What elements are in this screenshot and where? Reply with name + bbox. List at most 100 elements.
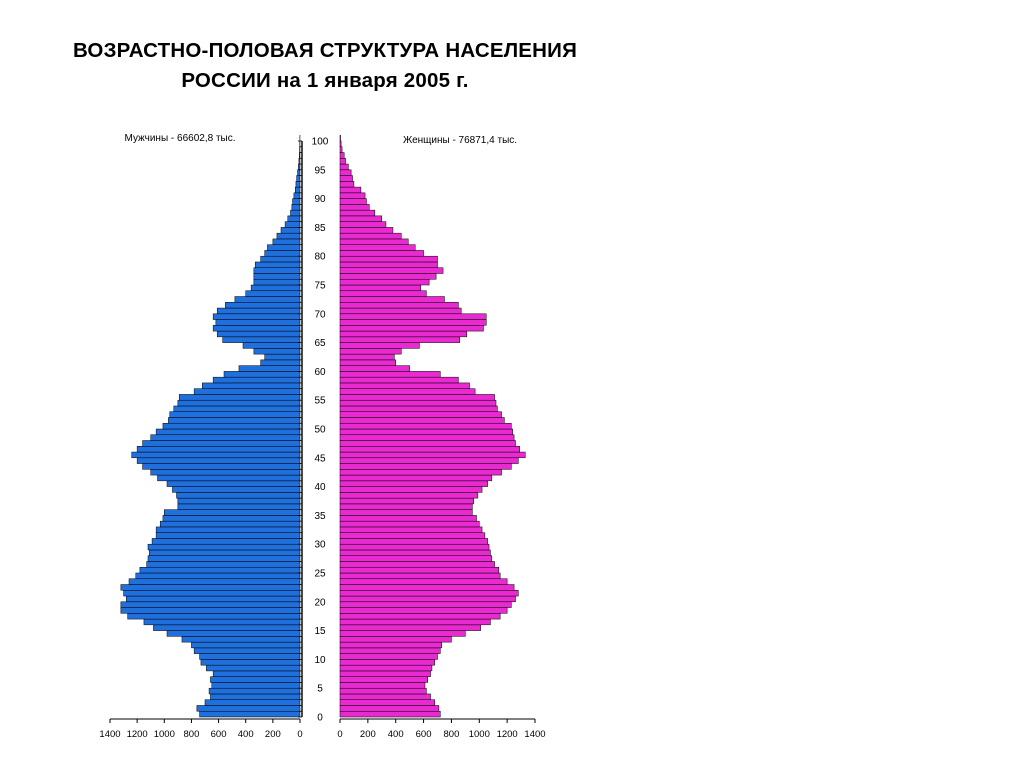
male-bar-age-83 [276, 232, 301, 240]
female-bar-age-55 [339, 394, 495, 401]
male-bar-age-75 [253, 278, 301, 286]
female-bar-age-87 [339, 209, 376, 217]
female-bar-age-82 [339, 238, 409, 245]
female-bar-age-78 [339, 261, 438, 268]
male-bar-age-19 [120, 601, 301, 608]
male-value-tick-label: 1400 [99, 729, 120, 740]
chart-axes [109, 140, 536, 723]
female-bar-age-10 [339, 653, 438, 660]
female-bar-age-19 [339, 601, 512, 608]
age-tick-label: 100 [312, 137, 329, 148]
female-bar-age-31 [339, 532, 486, 539]
female-bar-age-59 [339, 371, 441, 378]
male-bar-age-54 [177, 399, 301, 407]
female-bar-age-79 [339, 255, 438, 263]
female-bar-age-93 [339, 175, 353, 182]
male-bar-age-27 [147, 555, 301, 562]
male-bar-age-44 [136, 457, 301, 464]
male-bars [120, 134, 301, 718]
female-bar-age-9 [339, 659, 435, 666]
female-bar-age-42 [339, 469, 502, 476]
female-bar-age-45 [339, 451, 526, 459]
male-bar-age-43 [142, 463, 301, 470]
male-bar-age-95 [298, 163, 301, 171]
female-bar-age-14 [339, 630, 466, 637]
male-bar-age-87 [290, 209, 301, 217]
male-bar-age-70 [216, 307, 301, 315]
female-bar-age-80 [339, 250, 424, 257]
age-tick-label: 0 [317, 713, 323, 724]
female-bar-age-75 [339, 278, 430, 286]
female-bar-age-67 [339, 325, 484, 332]
female-bar-age-6 [339, 676, 428, 683]
age-tick-label: 70 [314, 309, 326, 320]
male-bar-age-55 [178, 394, 301, 401]
male-bar-age-67 [212, 325, 301, 332]
male-bar-age-45 [131, 451, 301, 459]
female-bar-age-36 [339, 503, 473, 510]
female-bar-age-46 [339, 446, 520, 453]
female-bar-age-54 [339, 399, 497, 407]
male-value-tick-label: 400 [238, 729, 254, 740]
female-bar-age-34 [339, 515, 477, 522]
female-bar-age-39 [339, 486, 483, 493]
male-bar-age-5 [211, 682, 301, 689]
male-bar-age-40 [166, 480, 301, 487]
chart-labels: 0 5 10 15 20 25 30 35 40 45 50 55 60 65 70 75 80 85 90 95 10… [99, 133, 545, 740]
female-bar-age-98 [339, 146, 343, 153]
male-bar-age-23 [128, 578, 301, 585]
female-bar-age-16 [339, 618, 491, 626]
female-bar-age-76 [339, 273, 437, 280]
age-tick-label: 35 [314, 511, 326, 522]
male-bar-age-60 [238, 365, 301, 372]
female-bar-age-90 [339, 192, 366, 199]
female-bar-age-86 [339, 215, 383, 222]
female-series-label: Женщины - 76871,4 тыс. [403, 135, 517, 146]
female-value-tick-label: 600 [416, 729, 432, 740]
age-tick-label: 55 [314, 396, 326, 407]
age-tick-label: 85 [314, 223, 326, 234]
male-bar-age-52 [169, 411, 301, 418]
female-bar-age-97 [339, 152, 345, 159]
male-bar-age-25 [139, 566, 301, 574]
female-bar-age-94 [339, 169, 352, 176]
female-bar-age-26 [339, 561, 495, 568]
female-bar-age-64 [339, 342, 420, 349]
male-series-label: Мужчины - 66602,8 тыс. [125, 133, 236, 144]
male-bar-age-50 [162, 422, 301, 430]
male-bar-age-61 [260, 359, 301, 366]
male-bar-age-88 [291, 204, 301, 211]
age-tick-label: 20 [314, 597, 326, 608]
female-bar-age-61 [339, 359, 396, 366]
female-bar-age-72 [339, 296, 445, 303]
female-bars [339, 134, 526, 718]
female-bar-age-70 [339, 307, 462, 315]
male-bar-age-80 [264, 250, 301, 257]
male-bar-age-66 [216, 330, 301, 338]
female-bar-age-7 [339, 670, 431, 677]
age-tick-label: 25 [314, 569, 326, 580]
female-value-tick-label: 1200 [497, 729, 518, 740]
male-bar-age-35 [164, 509, 301, 516]
male-bar-age-16 [143, 618, 301, 626]
female-bar-age-69 [339, 313, 487, 320]
male-bar-age-18 [120, 607, 301, 614]
female-bar-age-15 [339, 624, 481, 631]
male-bar-age-3 [210, 693, 301, 700]
female-bar-age-96 [339, 158, 346, 165]
age-tick-label: 45 [314, 453, 326, 464]
female-bar-age-68 [339, 319, 487, 326]
male-bar-age-73 [245, 290, 301, 297]
male-value-tick-label: 800 [184, 729, 200, 740]
male-bar-age-11 [193, 647, 301, 654]
female-bar-age-33 [339, 520, 480, 528]
male-bar-age-74 [250, 284, 301, 292]
age-tick-label: 50 [314, 425, 326, 436]
male-bar-age-32 [155, 526, 301, 533]
age-tick-label: 60 [314, 367, 326, 378]
female-bar-age-58 [339, 376, 459, 384]
male-value-tick-label: 600 [211, 729, 227, 740]
female-bar-age-62 [339, 353, 395, 361]
male-bar-age-46 [136, 446, 301, 453]
